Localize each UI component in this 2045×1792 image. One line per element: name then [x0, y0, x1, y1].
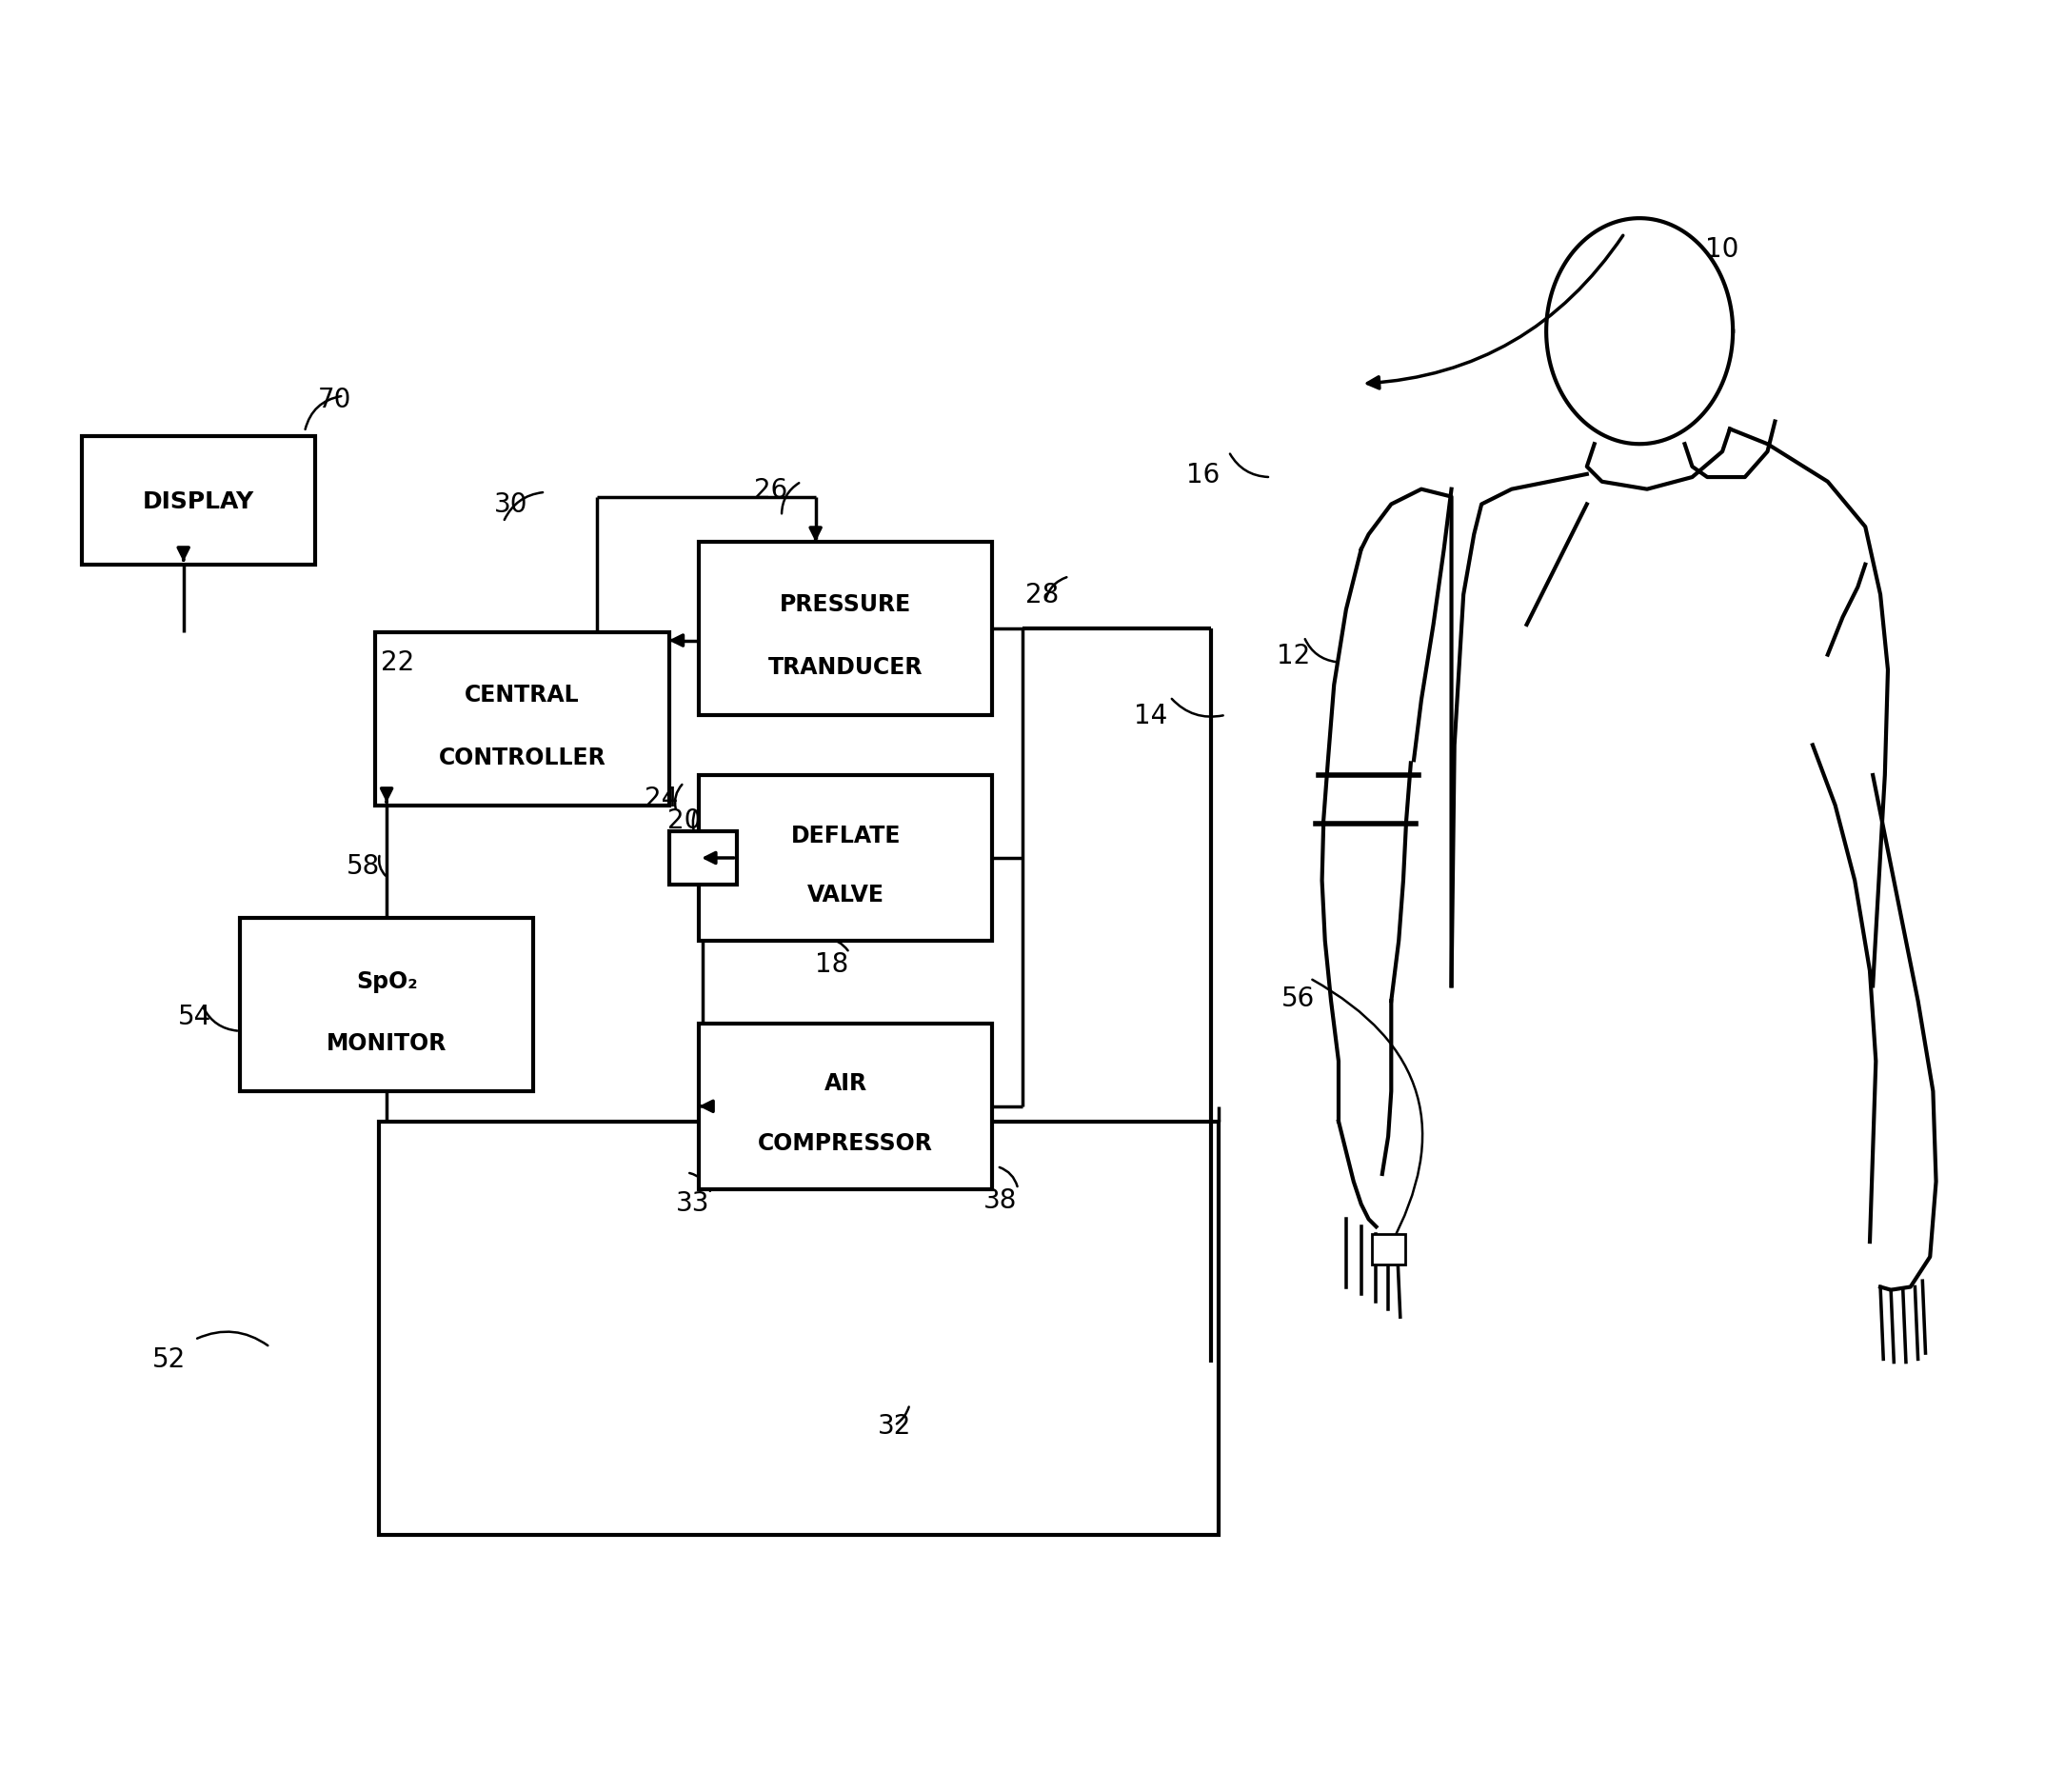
Text: 24: 24 — [644, 785, 679, 812]
Bar — [239, 919, 534, 1091]
Text: 70: 70 — [317, 387, 352, 412]
Text: 56: 56 — [1280, 986, 1315, 1012]
Text: 33: 33 — [677, 1190, 710, 1217]
Text: 28: 28 — [1025, 582, 1059, 609]
Bar — [82, 437, 315, 564]
Text: AIR: AIR — [824, 1072, 867, 1095]
Bar — [378, 1122, 1219, 1536]
Bar — [699, 776, 992, 941]
Bar — [669, 831, 736, 885]
Text: DEFLATE: DEFLATE — [791, 824, 900, 846]
Text: MONITOR: MONITOR — [327, 1032, 446, 1054]
Text: DISPLAY: DISPLAY — [143, 489, 254, 513]
Text: 32: 32 — [877, 1412, 912, 1439]
Text: CONTROLLER: CONTROLLER — [438, 745, 605, 769]
Text: 14: 14 — [1133, 702, 1168, 729]
Text: 20: 20 — [667, 808, 701, 833]
Text: 12: 12 — [1276, 642, 1311, 668]
Text: SpO₂: SpO₂ — [356, 969, 417, 993]
Text: CENTRAL: CENTRAL — [464, 683, 579, 706]
Text: 58: 58 — [346, 853, 380, 880]
Text: COMPRESSOR: COMPRESSOR — [759, 1131, 933, 1154]
Bar — [376, 633, 669, 806]
Text: 16: 16 — [1186, 461, 1221, 487]
Bar — [699, 543, 992, 715]
Text: TRANDUCER: TRANDUCER — [769, 656, 922, 679]
Text: 18: 18 — [814, 950, 849, 977]
Text: VALVE: VALVE — [808, 883, 883, 907]
Text: PRESSURE: PRESSURE — [779, 593, 912, 616]
Text: 54: 54 — [178, 1004, 211, 1030]
Bar — [699, 1023, 992, 1190]
Text: 26: 26 — [755, 477, 787, 504]
Text: 10: 10 — [1706, 237, 1738, 262]
Text: 52: 52 — [153, 1346, 186, 1373]
Text: 38: 38 — [984, 1186, 1016, 1213]
Bar — [1372, 1235, 1405, 1265]
Text: 30: 30 — [495, 491, 528, 518]
Text: 22: 22 — [380, 649, 415, 676]
